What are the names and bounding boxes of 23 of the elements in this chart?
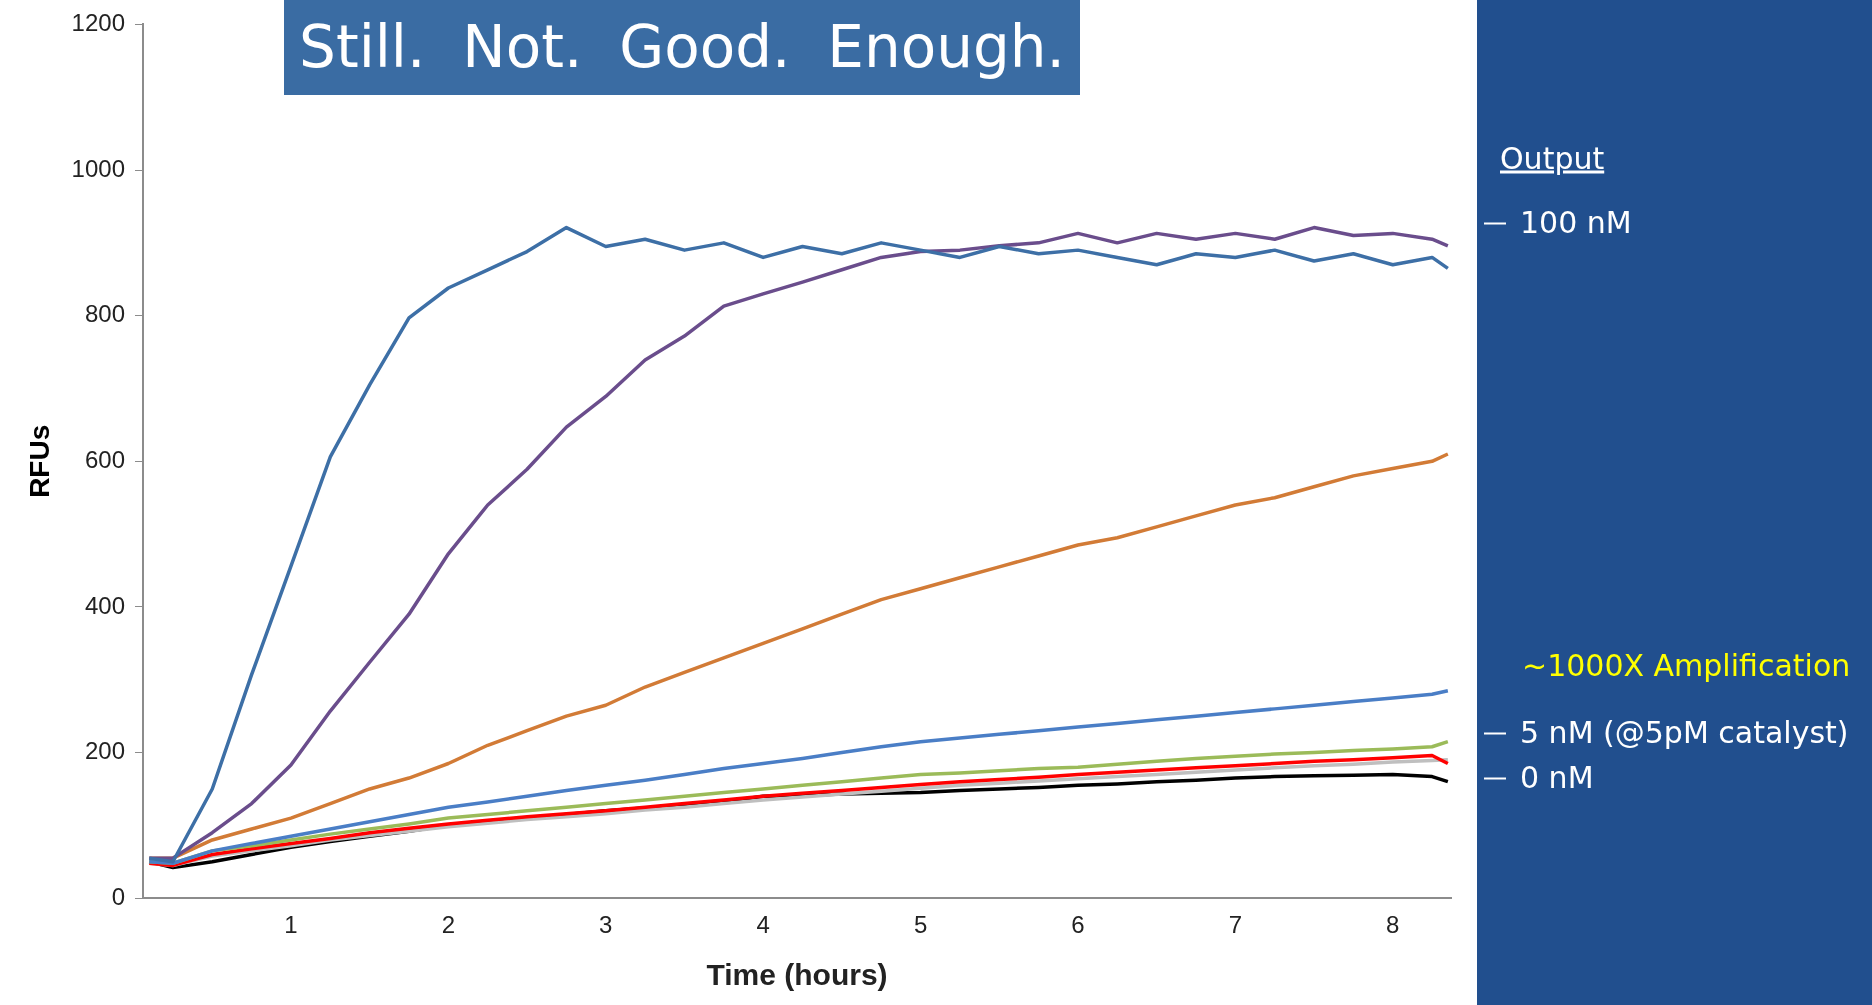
y-tick-label: 200 xyxy=(84,737,125,765)
x-tick-label: 1 xyxy=(284,911,298,939)
x-tick-label: 5 xyxy=(913,911,928,939)
text: Output xyxy=(1500,140,1605,176)
x-tick-label: 6 xyxy=(1071,911,1085,939)
x-tick-label: 4 xyxy=(756,911,770,939)
text: 100 nM xyxy=(1484,204,1632,240)
chart-title: Still. Not. Good. Enough. xyxy=(284,0,1080,95)
y-tick-label: 400 xyxy=(84,591,125,619)
x-tick-label: 8 xyxy=(1386,911,1400,939)
text: 0 nM xyxy=(1484,759,1594,795)
y-tick-label: 0 xyxy=(111,882,125,910)
x-axis-title: Time (hours) xyxy=(706,958,888,992)
x-tick-label: 3 xyxy=(599,911,613,939)
y-tick-label: 600 xyxy=(84,445,125,473)
x-tick-label: 2 xyxy=(441,911,456,939)
y-axis-title: RFUs xyxy=(23,424,55,498)
y-tick-label: 1200 xyxy=(71,9,125,37)
y-tick-label: 1000 xyxy=(71,154,125,182)
x-tick-label: 7 xyxy=(1228,911,1243,939)
y-tick-label: 800 xyxy=(84,300,125,328)
text: ~1000X Amplification xyxy=(1522,647,1851,683)
text: 5 nM (@5pM catalyst) xyxy=(1484,714,1849,750)
